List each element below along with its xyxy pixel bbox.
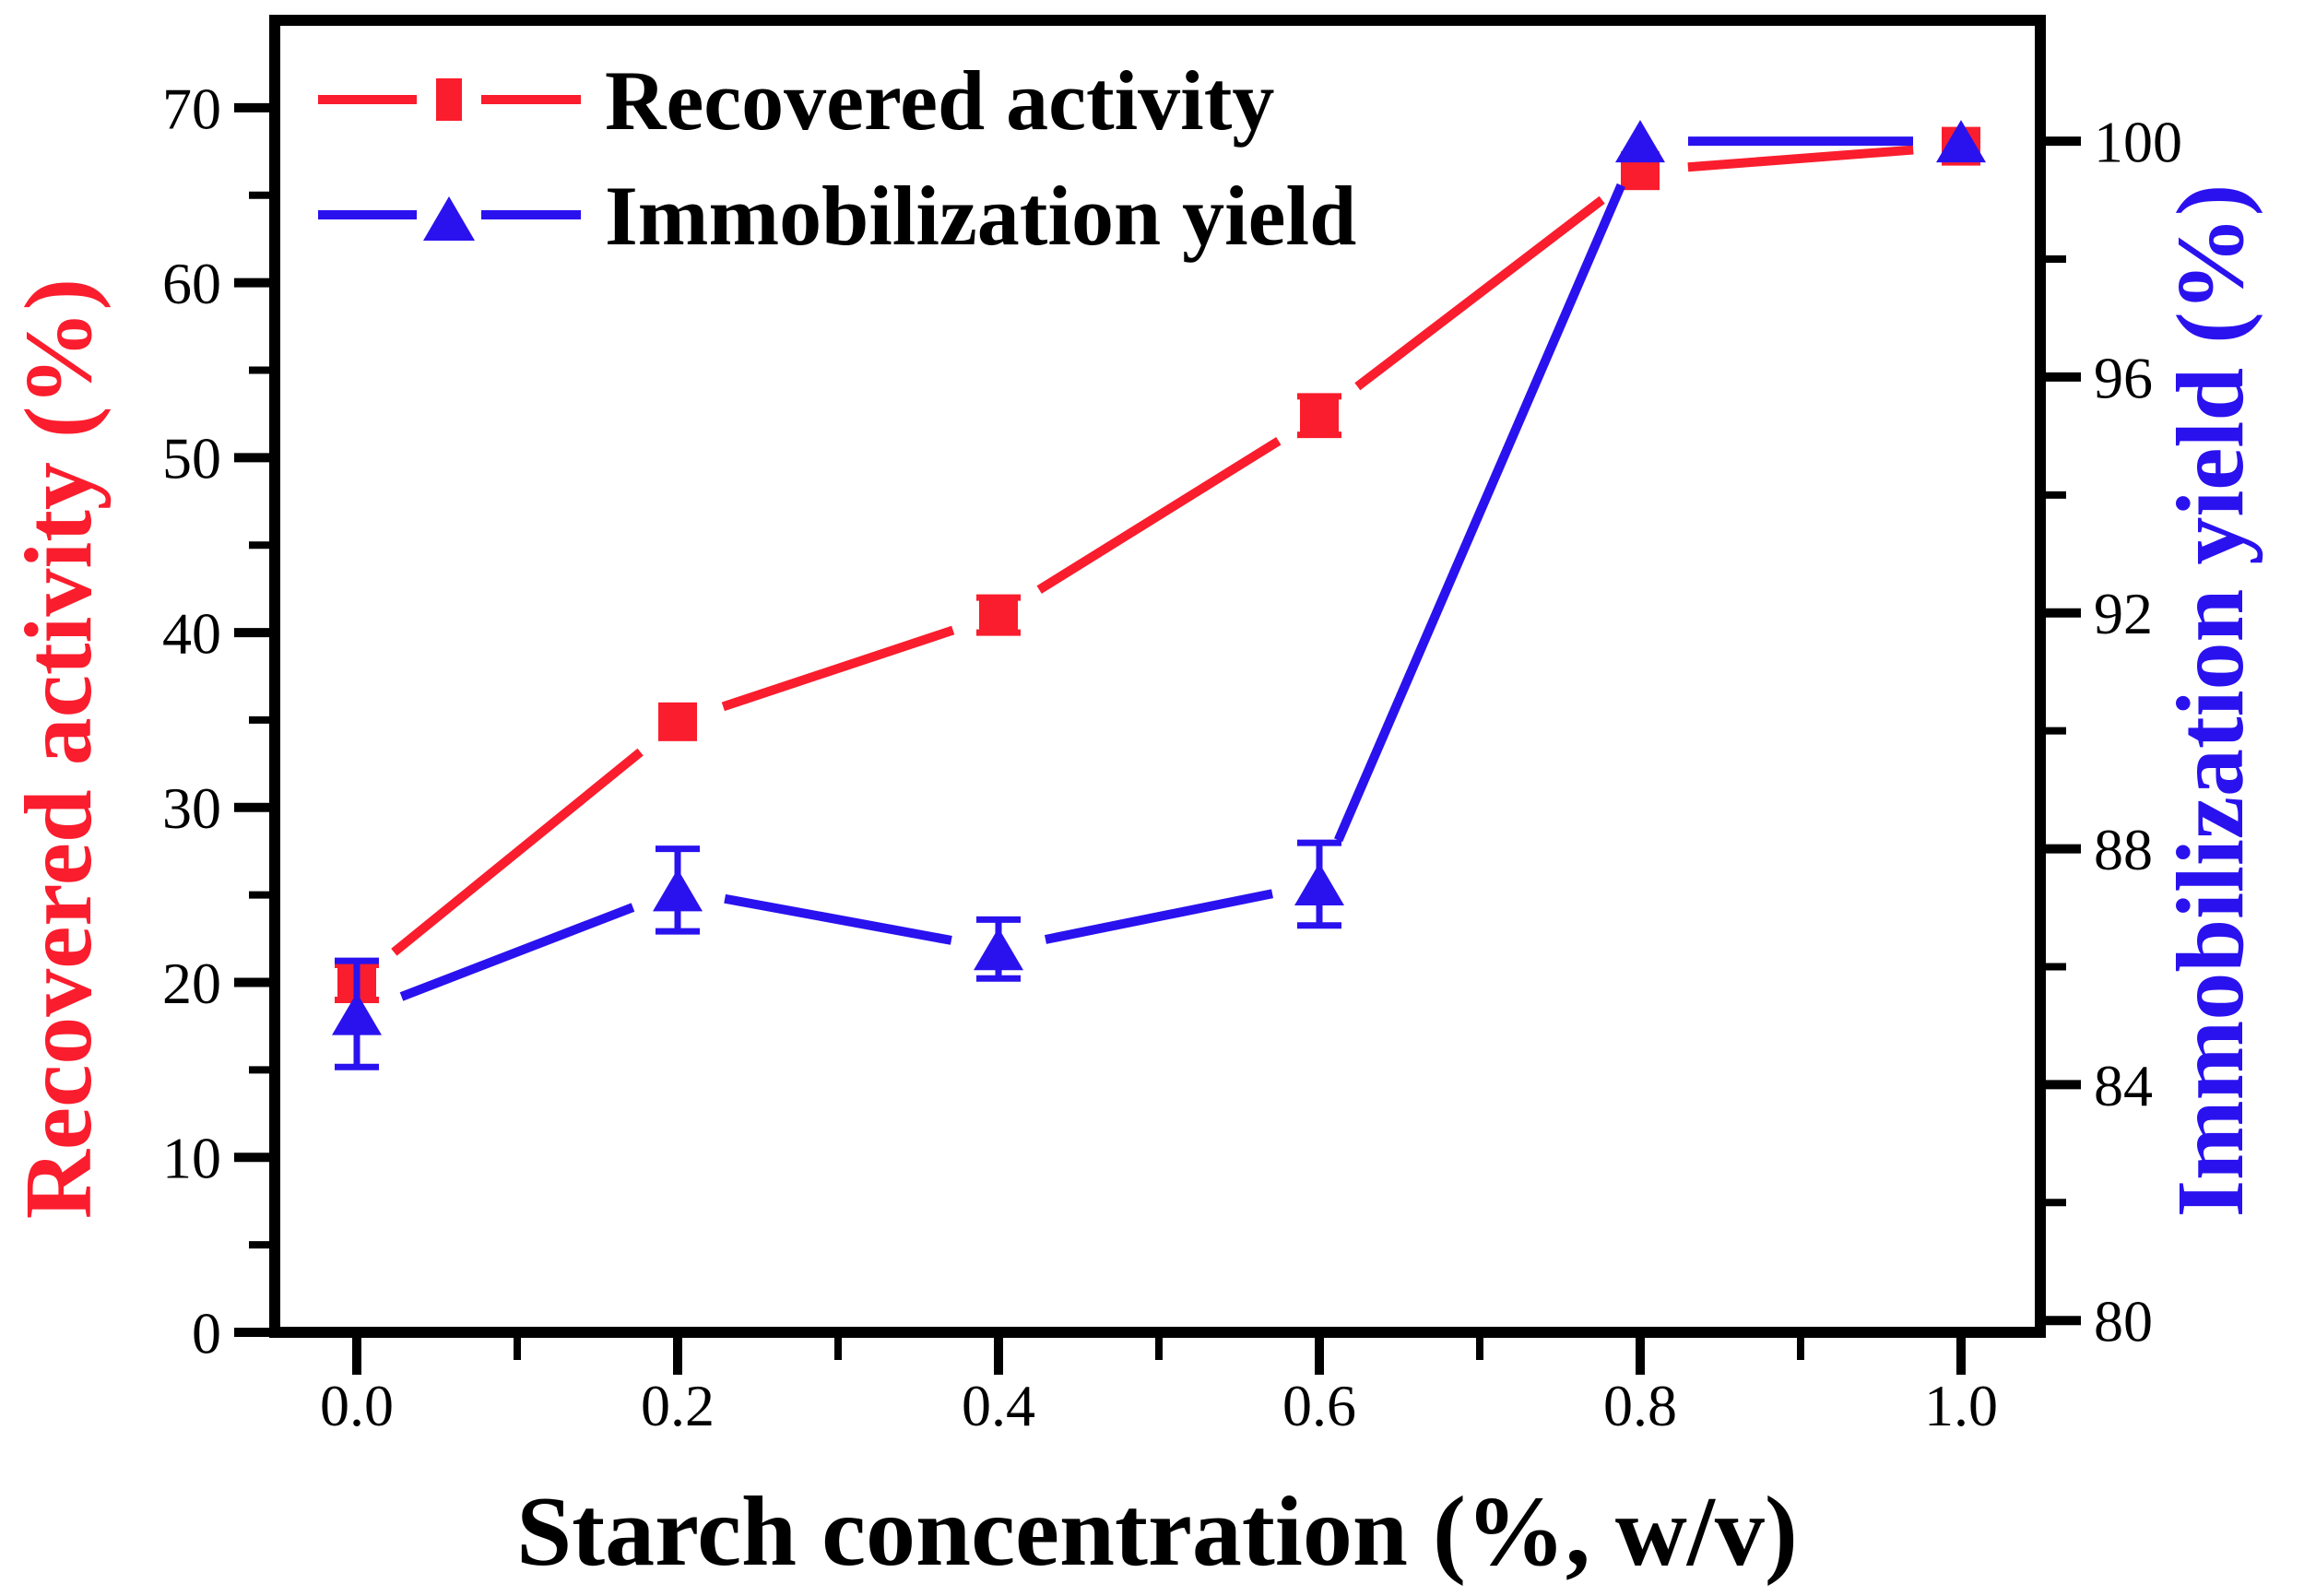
series-line-segment <box>1354 195 1605 391</box>
y-left-tick-label: 20 <box>162 951 221 1016</box>
series-line-segment <box>399 903 635 1001</box>
series-line-segment <box>391 748 644 956</box>
y-right-tick-label: 84 <box>2094 1053 2153 1118</box>
data-point-marker <box>1615 120 1665 163</box>
x-tick-label: 0.0 <box>320 1373 394 1438</box>
left-axis-title: Recovered activity (%) <box>6 278 112 1219</box>
series-line-segment <box>1334 183 1625 843</box>
x-tick-label: 0.4 <box>962 1373 1035 1438</box>
y-left-tick-label: 40 <box>162 600 221 666</box>
x-tick-label: 0.6 <box>1282 1373 1356 1438</box>
data-point-marker <box>653 869 703 912</box>
legend-triangle-marker <box>423 196 475 241</box>
x-tick-label: 1.0 <box>1924 1373 1998 1438</box>
y-right-tick-label: 96 <box>2094 345 2153 410</box>
data-point-marker <box>332 992 382 1035</box>
data-point-marker <box>658 702 697 741</box>
series-line-segment <box>724 893 952 945</box>
plot-frame <box>269 15 2046 1338</box>
y-left-tick-label: 0 <box>192 1300 221 1365</box>
right-axis-title: Immobilization yield (%) <box>2157 184 2263 1218</box>
series-line-segment <box>1687 145 1914 172</box>
y-left-tick-label: 30 <box>162 775 221 841</box>
y-right-tick-label: 88 <box>2094 817 2153 882</box>
y-right-tick-label: 80 <box>2094 1289 2153 1354</box>
x-axis-title: Starch concentration (%, w/v) <box>516 1477 1798 1587</box>
data-point-marker <box>1294 862 1344 905</box>
y-left-tick-label: 60 <box>162 251 221 316</box>
series-line-segment <box>1044 889 1274 944</box>
data-point-marker <box>974 928 1023 971</box>
y-left-tick-label: 10 <box>162 1126 221 1191</box>
x-tick-label: 0.2 <box>641 1373 715 1438</box>
x-tick-label: 0.8 <box>1603 1373 1677 1438</box>
legend-label: Immobilization yield <box>605 169 1356 263</box>
y-left-tick-label: 50 <box>162 426 221 491</box>
data-point-marker <box>1300 396 1339 435</box>
y-right-tick-label: 100 <box>2094 110 2182 175</box>
series-line-segment <box>721 625 955 712</box>
y-right-tick-label: 92 <box>2094 581 2153 646</box>
y-left-tick-label: 70 <box>162 76 221 141</box>
legend-square-marker <box>436 78 462 121</box>
data-point-marker <box>979 596 1018 635</box>
data-point-marker <box>1936 120 1986 163</box>
series-line-segment <box>1036 437 1282 594</box>
legend-label: Recovered activity <box>605 53 1274 148</box>
